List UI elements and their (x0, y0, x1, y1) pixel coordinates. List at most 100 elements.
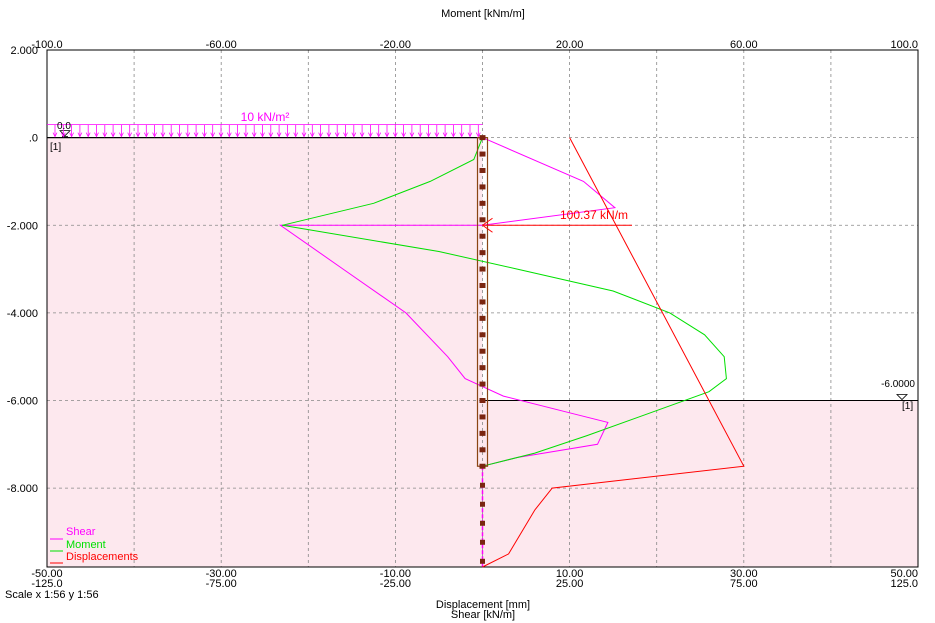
top-axis-title: Moment [kNm/m] (441, 8, 525, 20)
surcharge-arrow-head (451, 132, 456, 138)
wall-node (479, 315, 486, 321)
surcharge-label: 10 kN/m² (241, 110, 290, 124)
surcharge-arrow-head (260, 132, 265, 138)
surcharge-arrow-head (110, 132, 116, 138)
surcharge-arrow-head (60, 132, 66, 138)
surcharge-arrow-head (401, 132, 406, 138)
y-axis-tick-label: -6.000 (7, 396, 38, 408)
surcharge-arrow-head (384, 132, 390, 138)
wall-node (479, 463, 486, 469)
surcharge-arrow-head (475, 132, 481, 138)
soil-regions (47, 137, 918, 567)
surcharge-arrow-head (127, 132, 133, 138)
y-axis-tick-label: -2.000 (7, 220, 38, 232)
surcharge-arrow-head (143, 132, 149, 138)
y-axis-tick-label: -8.000 (7, 483, 38, 495)
wall-node (480, 482, 485, 488)
water-level-right-marker (896, 394, 908, 401)
bottom-axis-tick-label-displacement: 10.00 (556, 568, 584, 580)
surcharge-arrow-head (185, 132, 191, 138)
surcharge-arrow-head (119, 132, 124, 138)
series-line-shear (278, 137, 617, 467)
legend-label-shear: Shear (66, 526, 96, 538)
anchor-head (482, 224, 493, 233)
surcharge-arrow-head (434, 132, 440, 138)
top-axis-tick-label: -20.00 (380, 39, 411, 51)
bottom-axis-tick-label-displacement: 50.00 (890, 568, 918, 580)
surcharge-arrow-head (392, 132, 398, 138)
legend-label-moment: Moment (66, 539, 106, 551)
wall-node (479, 348, 486, 354)
surcharge-arrow-head (368, 132, 373, 138)
axis-ticks: -100.0 -60.00 -20.00 20.00 60.00 100.0-50.00-… (7, 39, 918, 590)
surcharge-arrow-head (376, 132, 382, 138)
bottom-axis-tick-label-shear: -125.0 (31, 578, 62, 590)
surcharge-arrow-head (69, 132, 74, 138)
surcharge-arrow-head (235, 132, 240, 138)
surcharge-arrow-head (442, 132, 448, 138)
top-axis-tick-label: -100.0 (31, 39, 62, 51)
wall-node (479, 414, 486, 420)
surcharge-arrow-head (77, 132, 83, 138)
wall-node (479, 266, 486, 272)
wall-node (479, 447, 486, 453)
surcharge-arrow-head (226, 132, 232, 138)
bottom-axis-tick-label-shear: -75.00 (206, 578, 237, 590)
surcharge-arrow-head (351, 132, 357, 138)
bottom-axis-tick-label-shear: -25.00 (380, 578, 411, 590)
series-lines (278, 137, 745, 568)
ground-right-level-label: -6.0000 (881, 379, 915, 390)
surcharge-arrow-head (318, 132, 323, 138)
surcharge-arrow-head (326, 132, 332, 138)
sheet-pile-wall (476, 135, 489, 567)
surcharge-arrow-head (243, 132, 249, 138)
anchor-label: 100.37 kN/m (560, 208, 628, 222)
series-line-displacements (482, 137, 745, 568)
wall-node (480, 558, 485, 564)
wall-node (479, 151, 486, 157)
surcharge-arrow-head (210, 132, 216, 138)
surcharge-arrow-head (426, 132, 431, 138)
wall-node (479, 299, 486, 305)
bottom-axis-tick-label-displacement: -30.00 (206, 568, 237, 580)
surcharge-arrow-head (409, 132, 415, 138)
surcharge-arrow-head (467, 132, 473, 138)
surcharge-arrow-head (168, 132, 174, 138)
soil-left-region (47, 137, 483, 567)
wall-node (479, 282, 486, 288)
top-axis-tick-label: 60.00 (730, 39, 758, 51)
y-axis-tick-label: .0 (29, 133, 38, 145)
wall-node (479, 184, 486, 190)
wall-node (479, 332, 486, 338)
wall-node (479, 233, 486, 239)
surcharge-arrow-head (193, 132, 199, 138)
surcharge-arrow-head (459, 132, 465, 138)
surcharge-arrow-head (293, 132, 299, 138)
surcharge-arrow-head (94, 132, 99, 138)
surcharge-arrow-head (52, 132, 58, 138)
top-axis-tick-label: -60.00 (206, 39, 237, 51)
surcharge-arrow-head (309, 132, 315, 138)
wall-node (480, 501, 485, 507)
wall-node (479, 217, 486, 223)
wall-node (479, 430, 486, 436)
bottom-axis-title-shear: Shear [kN/m] (451, 609, 515, 621)
bottom-axis-tick-label-displacement: -10.00 (380, 568, 411, 580)
ground-left-layer-label: [1] (50, 142, 61, 153)
wall-node (479, 381, 486, 387)
wall-node (480, 520, 485, 526)
surcharge-load (47, 124, 483, 138)
surcharge-arrow-head (102, 132, 108, 138)
ground-right-layer-label: [1] (902, 401, 913, 412)
surcharge-arrow-head (135, 132, 141, 138)
surcharge-arrow-head (160, 132, 166, 138)
surcharge-arrow-head (251, 132, 257, 138)
bottom-axis-tick-label-shear: 75.00 (730, 578, 758, 590)
bottom-axis-tick-label-shear: 25.00 (556, 578, 584, 590)
surcharge-arrow-head (334, 132, 340, 138)
surcharge-arrow-head (359, 132, 365, 138)
surcharge-arrow-head (276, 132, 282, 138)
surcharge-arrow-head (343, 132, 348, 138)
legend-label-displacements: Displacements (66, 551, 139, 563)
